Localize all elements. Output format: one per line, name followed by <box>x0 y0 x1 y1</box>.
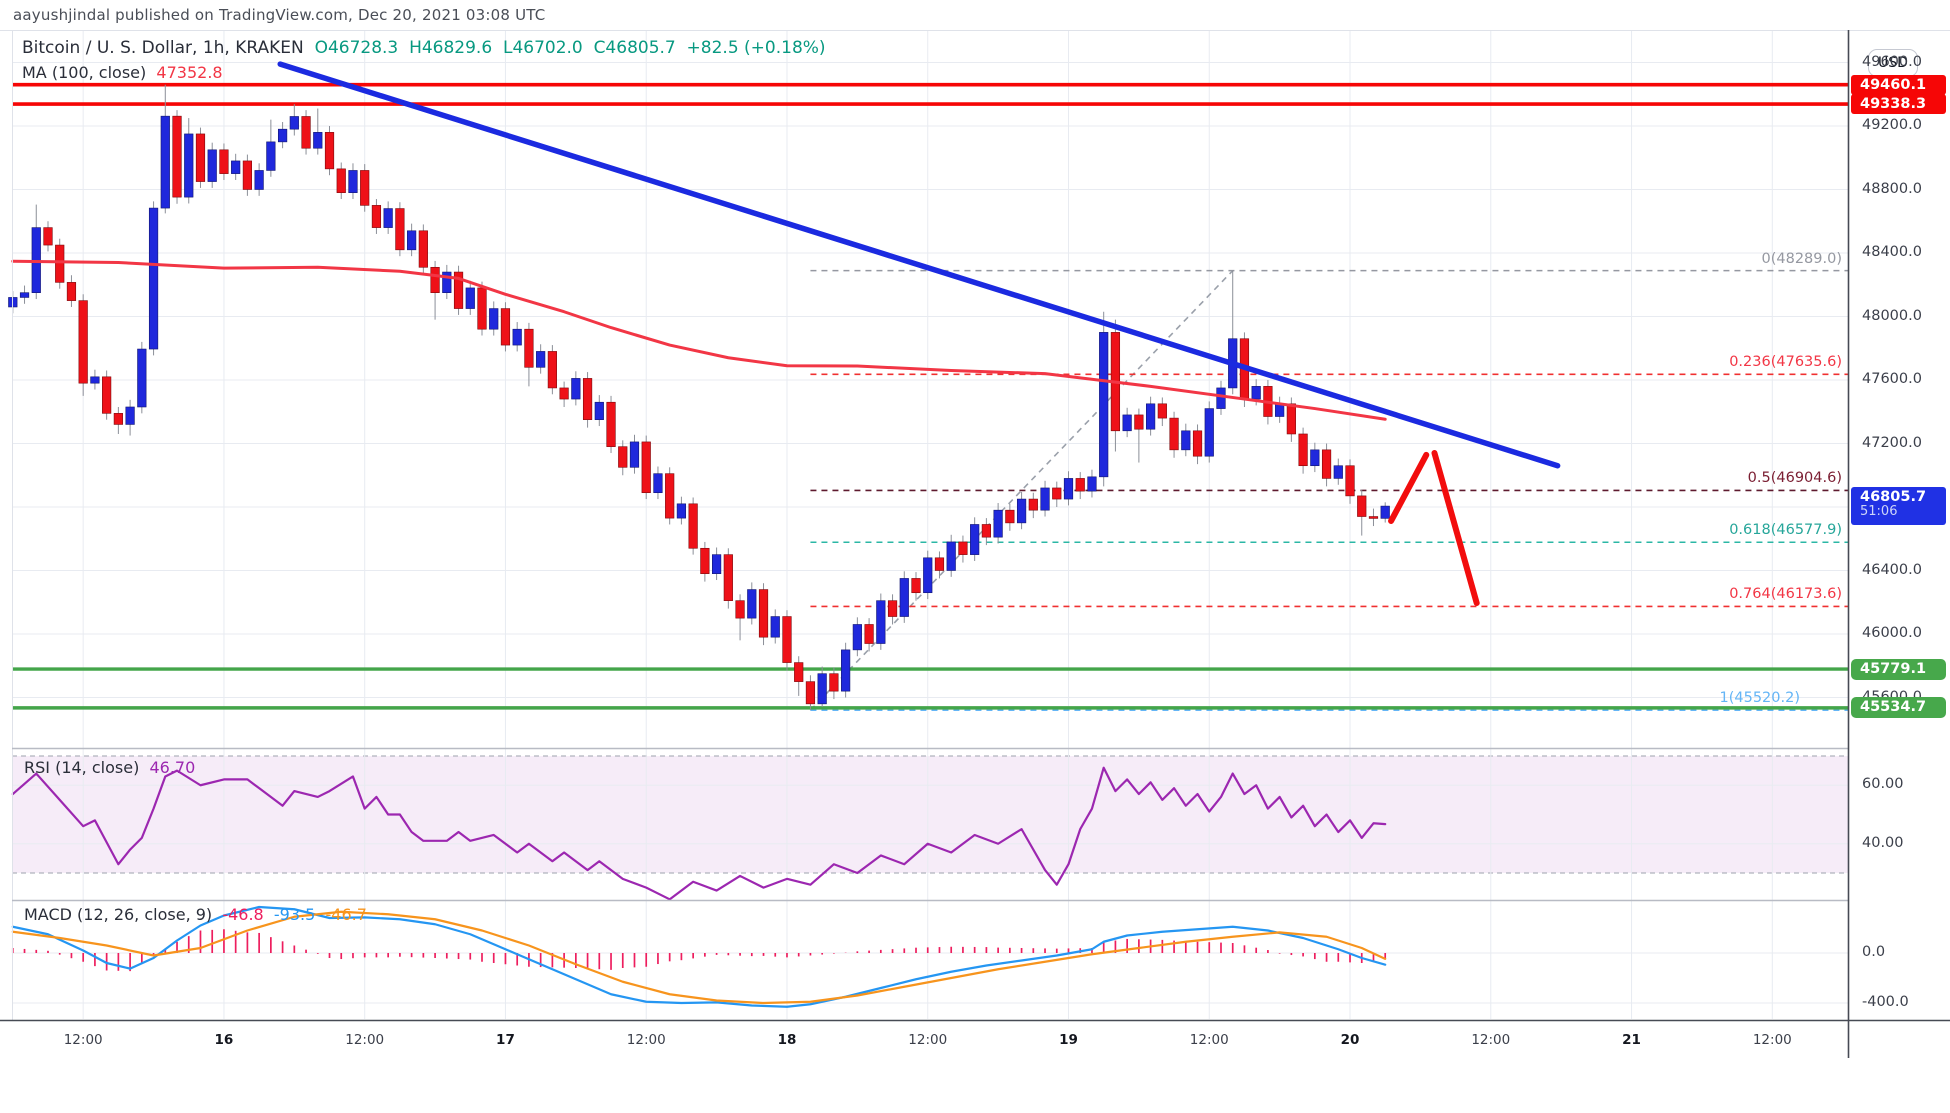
macd-line-value: -93.5 <box>273 905 316 924</box>
ohlc-close: C46805.7 <box>593 38 676 58</box>
ohlc-open: O46728.3 <box>314 38 399 58</box>
symbol-title: Bitcoin / U. S. Dollar, 1h, KRAKEN <box>22 38 304 58</box>
macd-tick--400: -400.0 <box>1862 994 1909 1010</box>
time-tick-17-42: 17 <box>496 1032 515 1048</box>
ma-line <box>11 259 1387 421</box>
price-tick-46400: 46400.0 <box>1862 561 1922 578</box>
support-price-badge-2: 45534.7 <box>1851 697 1946 719</box>
rsi-value: 46.70 <box>149 758 196 777</box>
price-tick-47200: 47200.0 <box>1862 434 1922 451</box>
macd-study-legend: MACD (12, 26, close, 9) -46.8 -93.5 -46.… <box>24 905 367 924</box>
macd-label: MACD (12, 26, close, 9) <box>24 905 213 924</box>
fib-label-0.764: 0.764(46173.6) <box>1729 586 1842 603</box>
price-change: +82.5 (+0.18%) <box>686 38 826 58</box>
rsi-study-legend: RSI (14, close) 46.70 <box>24 758 195 777</box>
ma-value: 47352.8 <box>156 63 223 82</box>
fib-retracement <box>809 269 1848 711</box>
time-tick-20-114: 20 <box>1340 1032 1360 1048</box>
resistance-price-badge-1: 49460.1 <box>1851 74 1946 95</box>
rsi-tick-40: 40.00 <box>1862 834 1904 851</box>
support-price-badge-1: 45779.1 <box>1851 658 1946 680</box>
macd-hist-value: -46.8 <box>222 905 264 924</box>
candles <box>8 84 1390 711</box>
time-tick-1200-30: 12:00 <box>345 1032 385 1048</box>
rsi-band <box>12 755 1848 874</box>
grid <box>12 31 1848 1019</box>
time-tick-1200-6: 12:00 <box>63 1032 103 1048</box>
resistance-price-badge-2: 49338.3 <box>1851 94 1946 115</box>
footer: TradingView <box>0 1058 1950 1113</box>
fib-label-0.5: 0.5(46904.6) <box>1747 470 1842 487</box>
time-tick-21-138: 21 <box>1622 1032 1641 1048</box>
support-price-badge-1-text: 45779.1 <box>1860 660 1927 677</box>
macd-signal-value: -46.7 <box>325 905 367 924</box>
current-price-badge-text: 46805.7 <box>1860 489 1927 506</box>
price-tick-47600: 47600.0 <box>1862 371 1922 387</box>
rsi-line <box>11 766 1387 901</box>
price-tick-49600: 49600.0 <box>1862 53 1922 70</box>
price-tick-46000: 46000.0 <box>1862 625 1922 641</box>
resistance-price-badge-2-text: 49338.3 <box>1860 96 1927 113</box>
ma-label: MA (100, close) <box>22 63 147 82</box>
rsi-tick-60: 60.00 <box>1862 776 1904 793</box>
time-tick-1200-126: 12:00 <box>1471 1032 1511 1048</box>
macd-signal-line <box>11 910 1387 1005</box>
resistance-price-badge-1-text: 49460.1 <box>1860 76 1927 93</box>
publish-info: aayushjindal published on TradingView.co… <box>13 6 546 24</box>
fib-label-0.236: 0.236(47635.6) <box>1729 354 1842 371</box>
time-tick-18-66: 18 <box>777 1032 797 1048</box>
fib-label-0.618: 0.618(46577.9) <box>1729 522 1842 539</box>
price-tick-48800: 48800.0 <box>1862 180 1922 197</box>
ohlc-low: L46702.0 <box>502 38 583 58</box>
price-tick-48000: 48000.0 <box>1862 307 1922 324</box>
ohlc-high: H46829.6 <box>409 38 493 58</box>
symbol-header: Bitcoin / U. S. Dollar, 1h, KRAKEN O4672… <box>22 38 826 58</box>
time-tick-1200-102: 12:00 <box>1189 1032 1229 1048</box>
drawings <box>277 61 1561 607</box>
publish-topbar: aayushjindal published on TradingView.co… <box>0 0 1950 30</box>
macd-line <box>11 905 1387 1008</box>
support-price-badge-2-text: 45534.7 <box>1860 699 1927 716</box>
macd-histogram <box>11 929 1387 972</box>
price-tick-49200: 49200.0 <box>1862 117 1922 133</box>
current-price-badge-text: 51:06 <box>1860 504 1898 520</box>
fib-label-0: 0(48289.0) <box>1761 250 1842 267</box>
time-tick-1200-54: 12:00 <box>626 1032 666 1048</box>
time-tick-1200-150: 12:00 <box>1752 1032 1792 1048</box>
price-tick-48400: 48400.0 <box>1862 244 1922 260</box>
ma-study-legend: MA (100, close) 47352.8 <box>22 63 223 82</box>
current-price-badge: 46805.7 51:06 <box>1851 487 1946 526</box>
time-tick-1200-78: 12:00 <box>908 1032 948 1048</box>
time-tick-16-18: 16 <box>214 1032 234 1048</box>
fib-label-1: 1(45520.2) <box>1719 690 1800 707</box>
macd-tick-0: 0.0 <box>1862 944 1886 960</box>
time-tick-19-90: 19 <box>1059 1032 1078 1048</box>
currency-toggle-button[interactable]: USD <box>1868 49 1918 77</box>
rsi-label: RSI (14, close) <box>24 758 140 777</box>
horizontal-lines <box>12 82 1848 710</box>
